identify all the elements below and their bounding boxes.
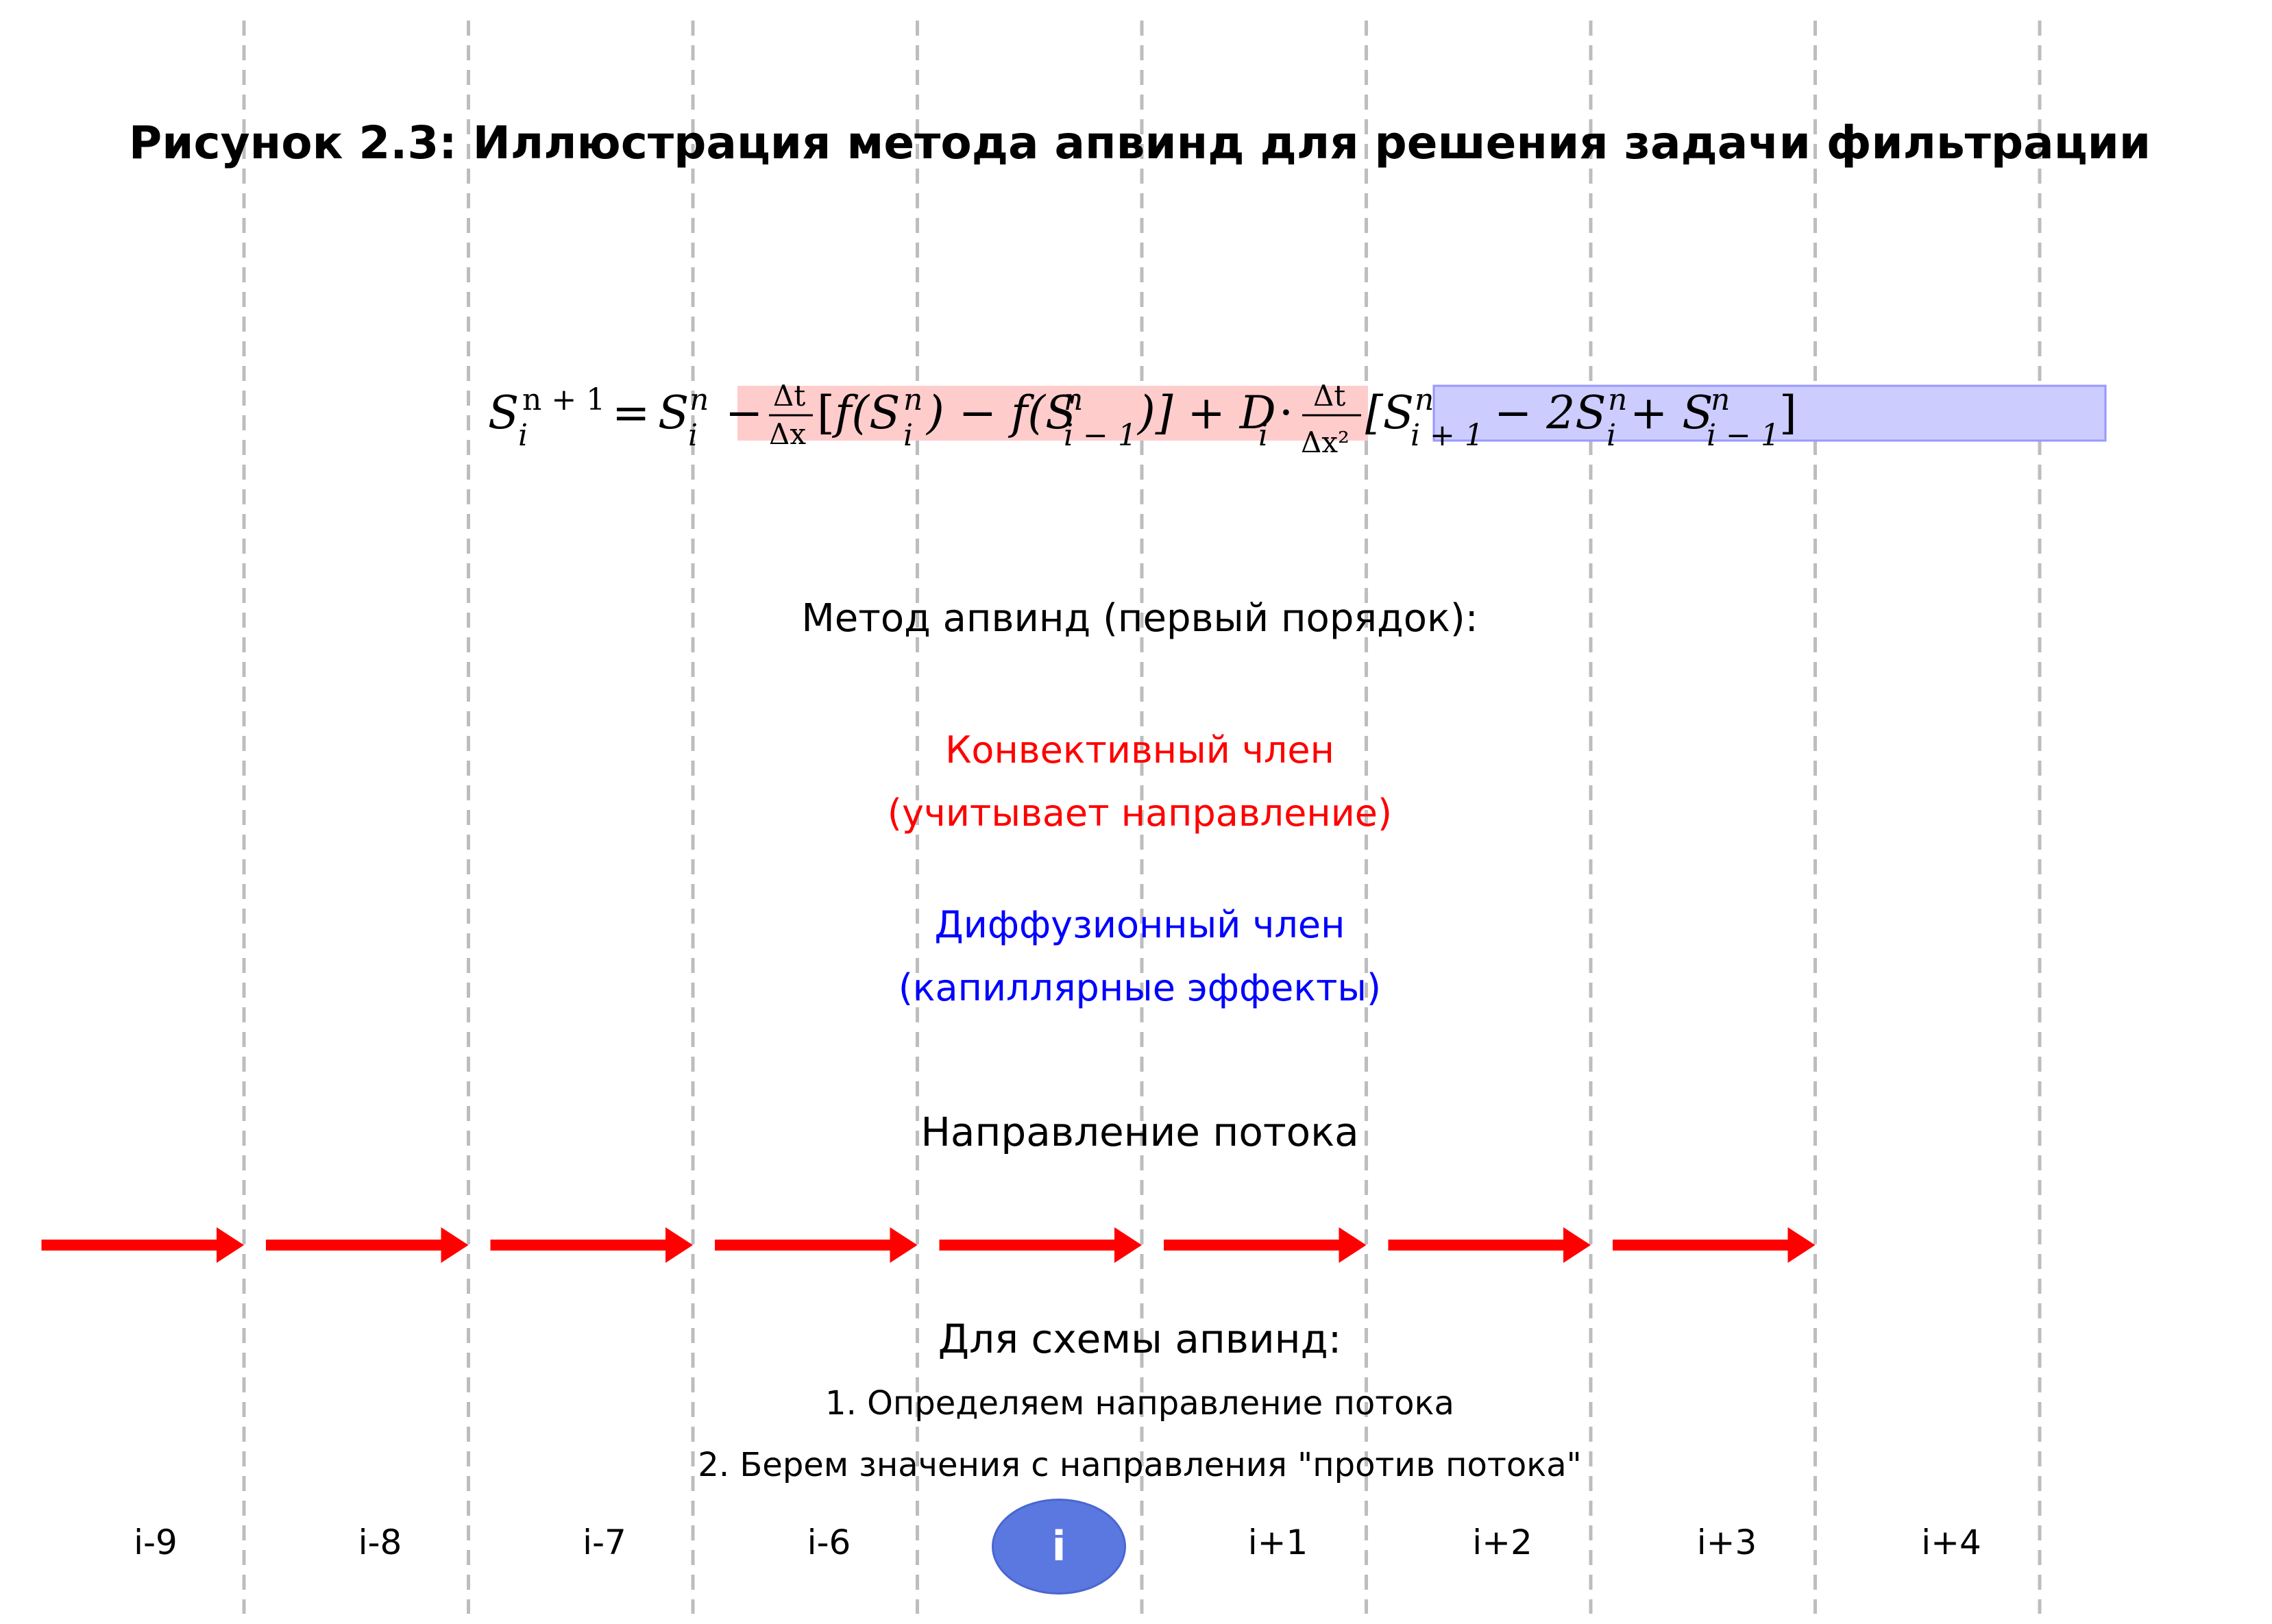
cell-label: i+1: [1247, 1523, 1308, 1562]
formula-frac1-den: Δx: [769, 417, 806, 451]
cell-label: i+4: [1921, 1523, 1981, 1562]
formula-d-sub: i: [1258, 418, 1268, 453]
formula-lhs: S: [488, 386, 519, 439]
cell-label: i-6: [807, 1523, 851, 1562]
formula-d3-sup: n: [1711, 382, 1730, 417]
formula-f1-sup: n: [903, 382, 923, 417]
formula-frac2-den: Δx²: [1301, 426, 1349, 459]
convective-term-note: (учитывает направление): [887, 791, 1393, 835]
formula-d1-sub: i + 1: [1410, 418, 1484, 453]
formula-diff-open: [S: [1365, 386, 1414, 439]
formula-f2-sup: n: [1064, 382, 1083, 417]
formula-d3-sub: i − 1: [1707, 418, 1780, 453]
formula-f2-close: )] + D: [1136, 386, 1276, 439]
formula-lhs-sup: n + 1: [522, 382, 605, 417]
flow-arrow: [715, 1227, 918, 1263]
upwind-step-1: 1. Определяем направление потока: [825, 1384, 1454, 1423]
cell-label: i-8: [358, 1523, 402, 1562]
formula-f1-close: ) − f(S: [925, 386, 1076, 439]
formula-lhs-sub: i: [518, 418, 528, 453]
upwind-step-2: 2. Берем значения с направления "против …: [698, 1446, 1582, 1484]
flow-arrow: [490, 1227, 693, 1263]
flow-arrow: [1164, 1227, 1367, 1263]
formula-f2-sub: i − 1: [1064, 418, 1137, 453]
formula-diff-close: ]: [1779, 386, 1797, 439]
formula-d3: + S: [1630, 386, 1713, 439]
formula-s1-sup: n: [689, 382, 709, 417]
flow-direction-title: Направление потока: [920, 1109, 1359, 1155]
diffusive-term-label: Диффузионный член: [934, 903, 1345, 946]
flow-arrow: [939, 1227, 1142, 1263]
flow-arrow: [41, 1227, 244, 1263]
formula-minus: −: [725, 386, 763, 439]
flow-arrow: [1388, 1227, 1591, 1263]
formula-d1-sup: n: [1415, 382, 1434, 417]
flow-arrows: [41, 1227, 1816, 1263]
formula-dot: ·: [1279, 386, 1293, 439]
flow-arrow: [1613, 1227, 1816, 1263]
formula-s1: S: [658, 386, 689, 439]
flow-arrow: [266, 1227, 469, 1263]
diffusive-term-highlight: [1432, 384, 2107, 442]
cell-label: i+2: [1472, 1523, 1532, 1562]
formula-f1-sub: i: [903, 418, 913, 453]
figure-title: Рисунок 2.3: Иллюстрация метода апвинд д…: [128, 116, 2151, 169]
formula-s1-sub: i: [688, 418, 698, 453]
current-node-marker: i: [992, 1499, 1126, 1595]
formula-eq: =: [612, 386, 650, 439]
method-heading: Метод апвинд (первый порядок):: [801, 596, 1478, 641]
formula-conv-open: [: [817, 386, 835, 439]
upwind-heading: Для схемы апвинд:: [938, 1316, 1342, 1362]
cell-label: i+3: [1696, 1523, 1757, 1562]
current-node-label: i: [1051, 1523, 1066, 1571]
formula-f1: f(S: [831, 386, 900, 439]
grid-lines: [242, 21, 2042, 1614]
formula-d2-sub: i: [1607, 418, 1616, 453]
convective-term-highlight: [737, 386, 1368, 441]
diffusive-term-note: (капиллярные эффекты): [898, 966, 1382, 1009]
cell-label: i-9: [134, 1523, 178, 1562]
formula-d2: − 2S: [1494, 386, 1607, 439]
formula-frac1-num: Δt: [773, 379, 805, 413]
convective-term-label: Конвективный член: [945, 728, 1334, 772]
cell-label: i-7: [583, 1523, 626, 1562]
formula-d2-sup: n: [1608, 382, 1627, 417]
formula-frac2-num: Δt: [1313, 379, 1345, 413]
